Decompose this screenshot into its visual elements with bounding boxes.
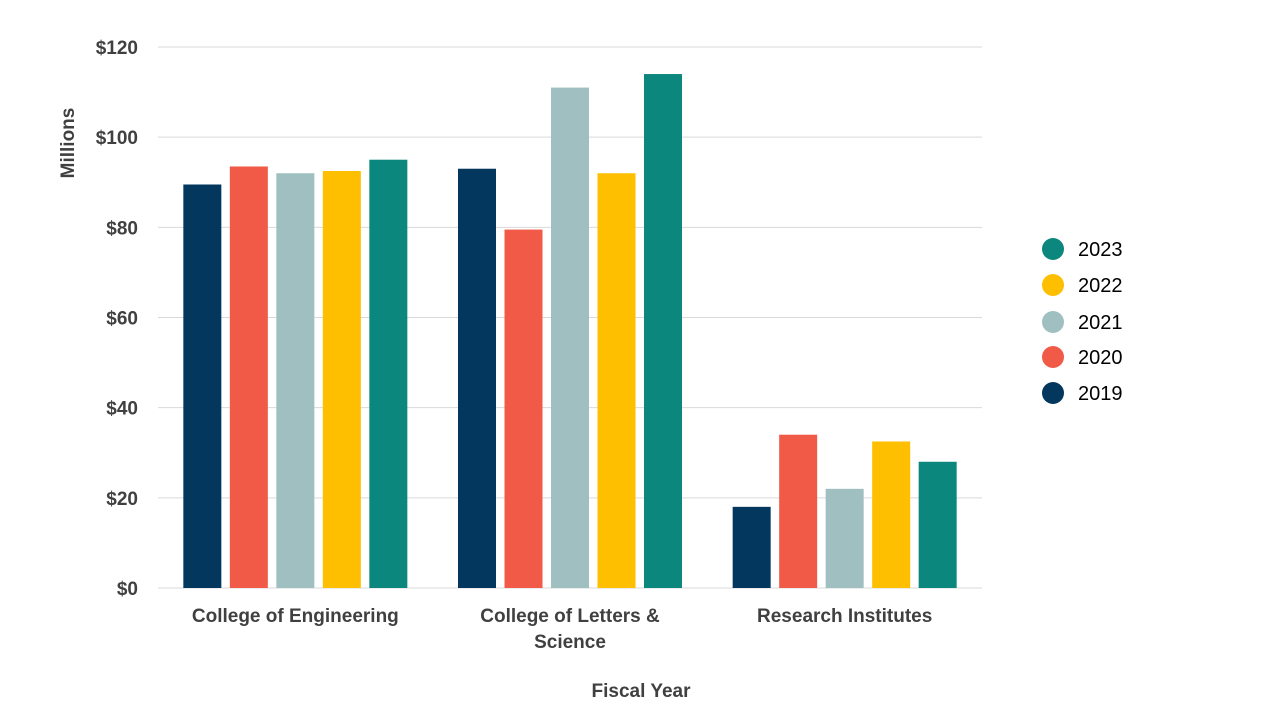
y-tick-label: $20: [106, 489, 138, 510]
bar-2020: [504, 229, 543, 588]
y-tick-label: $0: [117, 579, 138, 600]
y-tick-labels: $0 $20 $40 $60 $80 $100 $120: [96, 38, 138, 600]
bar-2022: [872, 441, 911, 588]
bar-2021: [551, 87, 589, 588]
bar-2021: [825, 488, 864, 588]
legend-label-2019: 2019: [1078, 383, 1123, 405]
category-label: College of Letters & Science: [480, 606, 660, 653]
bar-2022: [322, 170, 361, 588]
legend-label-2022: 2022: [1078, 275, 1123, 297]
bar-2019: [183, 184, 222, 589]
bar-2019: [458, 168, 496, 588]
y-tick-label: $40: [106, 399, 138, 420]
legend-marker-2020: [1042, 346, 1064, 368]
legend: 2023 2022 2021 2020 2019: [1042, 238, 1123, 405]
bar-2021: [276, 173, 315, 588]
bar-2023: [644, 74, 682, 589]
legend-marker-2023: [1042, 238, 1064, 260]
y-axis-title: Millions: [58, 108, 79, 179]
bar-2020: [779, 434, 818, 588]
bars: [183, 74, 957, 589]
x-axis-title: Fiscal Year: [592, 681, 692, 702]
legend-label-2021: 2021: [1078, 312, 1123, 334]
legend-label-2023: 2023: [1078, 239, 1123, 261]
bar-2019: [732, 506, 771, 588]
category-label: Research Institutes: [757, 606, 932, 627]
y-tick-label: $60: [106, 309, 138, 330]
y-tick-label: $120: [96, 38, 138, 59]
legend-label-2020: 2020: [1078, 347, 1123, 369]
bar-2023: [369, 159, 408, 589]
y-tick-label: $100: [96, 128, 138, 149]
y-tick-label: $80: [106, 218, 138, 239]
legend-marker-2021: [1042, 311, 1064, 333]
bar-2023: [918, 461, 957, 588]
bar-2020: [229, 166, 268, 589]
legend-marker-2019: [1042, 382, 1064, 404]
category-labels: College of Engineering College of Letters…: [192, 606, 932, 653]
legend-marker-2022: [1042, 274, 1064, 296]
category-label: College of Engineering: [192, 606, 399, 627]
bar-2022: [597, 173, 636, 588]
